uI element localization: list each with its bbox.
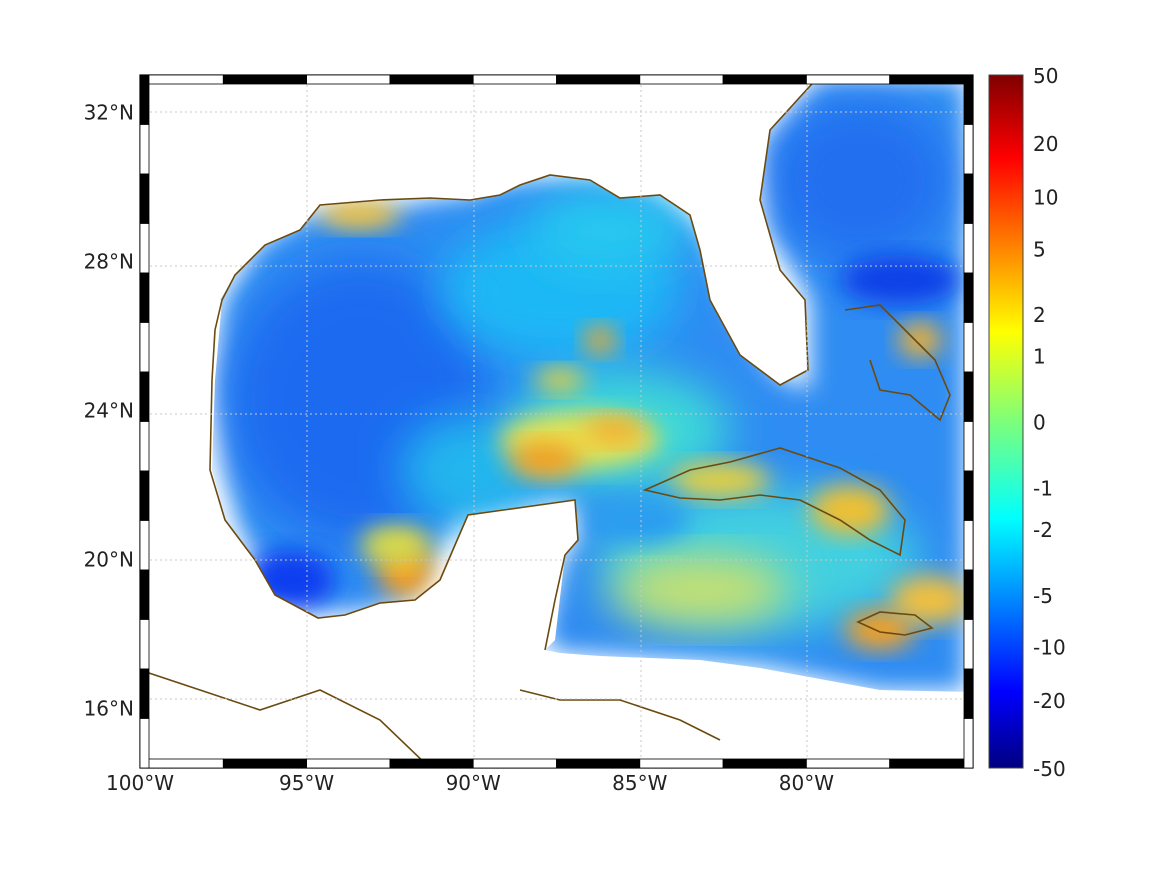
- frame-segment: [556, 758, 641, 769]
- lon-tick-label: 85°W: [612, 771, 667, 795]
- lat-tick-label: 24°N: [84, 398, 134, 422]
- frame-segment: [963, 668, 974, 719]
- land-west: [140, 300, 973, 768]
- frame-segment: [639, 758, 724, 769]
- frame-segment: [139, 74, 224, 85]
- frame-segment: [389, 74, 474, 85]
- lon-tick-label: 100°W: [106, 771, 174, 795]
- frame-segment: [963, 520, 974, 571]
- colorbar-tick-label: 0: [1033, 411, 1046, 435]
- frame-segment: [139, 223, 150, 274]
- colorbar-tick-label: 2: [1033, 303, 1046, 327]
- frame-segment: [139, 74, 150, 125]
- frame-segment: [222, 74, 308, 85]
- frame-segment: [963, 173, 974, 224]
- lat-tick-label: 32°N: [84, 100, 134, 124]
- colorbar-tick-label: 5: [1033, 237, 1046, 261]
- frame-segment: [139, 421, 150, 472]
- lat-tick-label: 28°N: [84, 249, 134, 273]
- frame-segment: [963, 569, 974, 620]
- coastlines: [140, 75, 951, 768]
- frame-segment: [963, 619, 974, 670]
- frame-segment: [963, 322, 974, 373]
- colorbar-tick-label: -1: [1033, 476, 1053, 500]
- frame-segment: [806, 758, 891, 769]
- colorbar-tick-label: -20: [1033, 689, 1066, 713]
- frame-segment: [306, 74, 391, 85]
- jamaica-coast: [856, 611, 934, 636]
- frame-segment: [139, 371, 150, 422]
- frame-segment: [139, 470, 150, 521]
- colorbar-tick-label: -50: [1033, 757, 1066, 781]
- lat-tick-label: 20°N: [84, 547, 134, 571]
- colorbar-tick-label: -10: [1033, 636, 1066, 660]
- frame-segment: [806, 74, 891, 85]
- frame-segment: [222, 758, 308, 769]
- frame-segment: [139, 272, 150, 323]
- frame-segment: [963, 74, 974, 125]
- frame-segment: [139, 124, 150, 175]
- data-field: [140, 75, 973, 768]
- frame-segment: [556, 74, 641, 85]
- cuba-coast: [642, 447, 906, 557]
- frame-segment: [389, 758, 474, 769]
- gridlines: [140, 75, 973, 768]
- lat-tick-label: 16°N: [84, 696, 134, 720]
- frame-segment: [306, 758, 391, 769]
- frame-segment: [722, 74, 807, 85]
- frame-segment: [139, 718, 150, 769]
- colorbar-tick-label: 50: [1033, 64, 1058, 88]
- lon-tick-label: 80°W: [779, 771, 834, 795]
- frame-segment: [963, 470, 974, 521]
- frame-segment: [472, 74, 557, 85]
- land-north: [140, 75, 820, 385]
- frame-segment: [889, 74, 974, 85]
- colorbar-gradient: [988, 74, 1024, 769]
- bahamas: [844, 304, 951, 422]
- frame-segment: [963, 124, 974, 175]
- lon-tick-label: 90°W: [446, 771, 501, 795]
- frame-segment: [639, 74, 724, 85]
- frame-segment: [472, 758, 557, 769]
- colorbar-tick-label: 20: [1033, 132, 1058, 156]
- central-america: [140, 669, 431, 768]
- frame-segment: [139, 569, 150, 620]
- tick-labels: 100°W 95°W 90°W 85°W 80°W 32°N 28°N 24°N 20°N 16°…: [84, 100, 835, 795]
- frame-segment: [139, 173, 150, 224]
- frame-segment: [963, 272, 974, 323]
- frame-segment: [963, 718, 974, 769]
- lon-tick-label: 95°W: [279, 771, 334, 795]
- frame-segment: [139, 668, 150, 719]
- frame-segment: [139, 758, 224, 769]
- colorbar-tick-label: -2: [1033, 518, 1053, 542]
- colorbar-tick-label: 10: [1033, 185, 1058, 209]
- frame-segment: [139, 520, 150, 571]
- frame-segment: [963, 421, 974, 472]
- map-frame: [139, 74, 974, 769]
- frame-segment: [722, 758, 807, 769]
- frame-segment: [889, 758, 974, 769]
- frame-segment: [139, 619, 150, 670]
- colorbar-tick-label: -5: [1033, 584, 1053, 608]
- colorbar-tick-label: 1: [1033, 345, 1046, 369]
- frame-segment: [139, 322, 150, 373]
- frame-segment: [963, 223, 974, 274]
- frame-segment: [963, 371, 974, 422]
